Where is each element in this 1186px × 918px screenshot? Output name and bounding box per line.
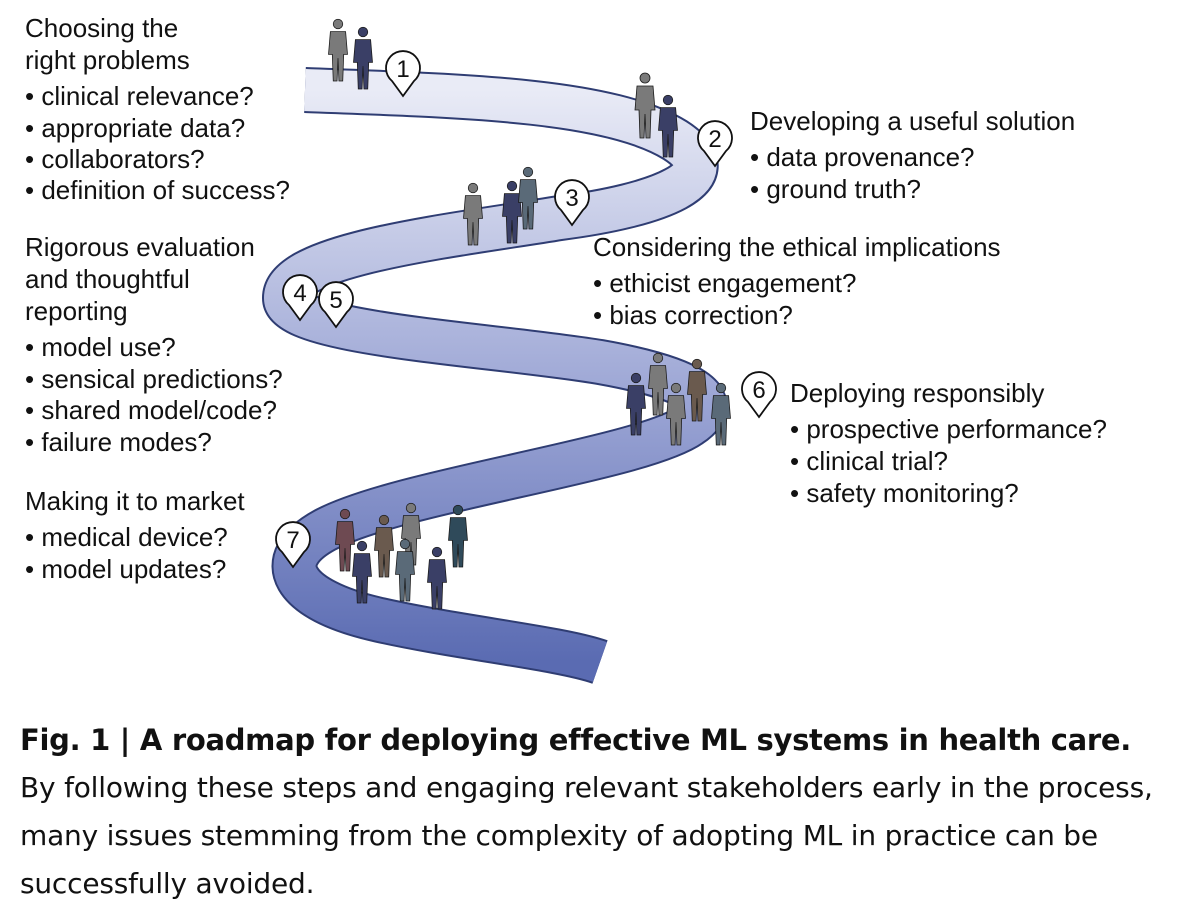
step-number-label: 6	[752, 377, 765, 404]
step-number-label: 1	[396, 56, 409, 83]
step-3-title: Considering the ethical implications	[593, 232, 1001, 262]
step-1-bullet: • definition of success?	[25, 175, 290, 205]
step-7-marker: 7	[275, 521, 311, 569]
step-7-bullet: • model updates?	[25, 554, 226, 584]
step-4-marker: 4	[282, 274, 318, 322]
step-1-marker: 1	[385, 50, 421, 98]
step-7-text: Making it to market • medical device? • …	[25, 486, 245, 584]
step-4-title-line-3: reporting	[25, 296, 128, 326]
step-5-marker: 5	[318, 281, 354, 329]
step-number-label: 5	[329, 287, 342, 314]
step-6-text: Deploying responsibly • prospective perf…	[790, 378, 1107, 508]
step-3-bullet: • bias correction?	[593, 300, 793, 330]
step-2-marker: 2	[697, 120, 733, 168]
caption-body: By following these steps and engaging re…	[20, 771, 1153, 900]
step-2-bullet: • ground truth?	[750, 174, 921, 204]
person-icon	[687, 358, 707, 422]
step-4-bullet: • model use?	[25, 332, 176, 362]
step-1-bullet: • collaborators?	[25, 144, 205, 174]
person-icon	[463, 182, 483, 246]
step-6-bullet: • clinical trial?	[790, 446, 948, 476]
caption-label: Fig. 1 |	[20, 723, 140, 757]
person-icon	[353, 26, 373, 90]
step-1-title-line-2: right problems	[25, 45, 190, 75]
step-4-bullet: • failure modes?	[25, 427, 212, 457]
caption-title-text: A roadmap for deploying effective ML sys…	[139, 723, 1132, 757]
person-icon	[666, 382, 686, 446]
step-4-bullet: • sensical predictions?	[25, 364, 283, 394]
step-4-bullet: • shared model/code?	[25, 395, 277, 425]
step-7-title: Making it to market	[25, 486, 245, 516]
people-group-1	[328, 18, 373, 90]
step-2-bullet: • data provenance?	[750, 142, 975, 172]
winding-road	[261, 67, 728, 684]
person-icon	[335, 508, 355, 572]
step-number-label: 2	[708, 126, 721, 153]
people-group-3	[463, 166, 538, 246]
person-icon	[634, 72, 656, 139]
person-icon	[352, 540, 372, 604]
person-icon	[518, 166, 538, 230]
figure-caption: Fig. 1 | A roadmap for deploying effecti…	[20, 716, 1170, 908]
caption-title: Fig. 1 | A roadmap for deploying effecti…	[20, 716, 1170, 764]
step-4-text: Rigorous evaluation and thoughtful repor…	[25, 232, 283, 457]
people-group-2	[634, 72, 678, 158]
step-7-bullet: • medical device?	[25, 522, 228, 552]
people-group-6	[626, 352, 731, 446]
person-icon	[328, 18, 348, 82]
step-4-title-line-1: Rigorous evaluation	[25, 232, 255, 262]
people-group-7	[335, 502, 468, 610]
person-icon	[427, 546, 447, 610]
step-4-title-line-2: and thoughtful	[25, 264, 190, 294]
person-icon	[711, 382, 731, 446]
step-6-bullet: • safety monitoring?	[790, 478, 1019, 508]
step-6-bullet: • prospective performance?	[790, 414, 1107, 444]
people-groups	[328, 18, 731, 610]
person-icon	[448, 504, 468, 568]
person-icon	[395, 538, 415, 602]
person-icon	[374, 514, 394, 578]
step-1-bullet: • appropriate data?	[25, 113, 245, 143]
step-1-title-line-1: Choosing the	[25, 13, 178, 43]
step-6-marker: 6	[741, 371, 777, 419]
step-number-label: 3	[565, 185, 578, 212]
step-markers: 1 2 3 4 5 6 7	[275, 50, 777, 569]
person-icon	[502, 180, 522, 244]
step-3-text: Considering the ethical implications • e…	[593, 232, 1001, 330]
step-3-bullet: • ethicist engagement?	[593, 268, 857, 298]
step-6-title: Deploying responsibly	[790, 378, 1044, 408]
step-1-text: Choosing the right problems • clinical r…	[25, 13, 290, 205]
person-icon	[658, 94, 678, 158]
step-2-title: Developing a useful solution	[750, 106, 1075, 136]
person-icon	[626, 372, 646, 436]
step-2-text: Developing a useful solution • data prov…	[750, 106, 1075, 204]
step-number-label: 7	[286, 527, 299, 554]
person-icon	[648, 352, 668, 416]
step-1-bullet: • clinical relevance?	[25, 81, 254, 111]
step-3-marker: 3	[554, 179, 590, 227]
step-number-label: 4	[293, 280, 306, 307]
